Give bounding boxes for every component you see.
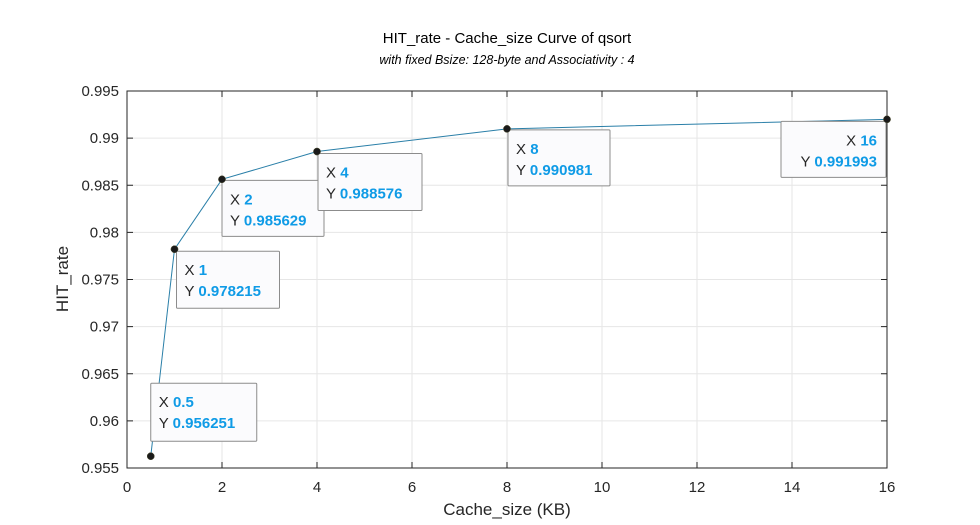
datatip-x-value: 4	[340, 165, 349, 182]
datatip-y-value: 0.990981	[530, 162, 593, 179]
datatip[interactable]: X 16 Y 0.991993	[780, 120, 887, 178]
y-tick-label: 0.96	[90, 413, 119, 430]
datatip-x-value: 1	[199, 262, 207, 279]
y-tick-label: 0.965	[81, 366, 119, 383]
datatip-x-row: X 2	[230, 191, 253, 208]
x-tick-label: 8	[503, 479, 511, 496]
chart-title: HIT_rate - Cache_size Curve of qsort	[383, 30, 632, 47]
data-point-marker	[218, 175, 226, 184]
y-tick-label: 0.98	[90, 224, 119, 241]
datatip-x-row: X 8	[516, 141, 539, 158]
series-line	[150, 118, 888, 457]
datatip-x-value: 0.5	[173, 394, 194, 411]
datatip-x-key: X	[516, 141, 530, 158]
x-tick-label: 16	[879, 479, 896, 496]
datatip-y-value: 0.978215	[198, 283, 261, 300]
datatip-y-value: 0.991993	[814, 153, 877, 170]
datatip-y-value: 0.956251	[173, 415, 236, 432]
datatip-x-row: X 16	[846, 132, 877, 149]
datatip[interactable]: X 0.5Y 0.956251	[150, 382, 258, 442]
data-point-marker	[503, 125, 511, 133]
x-tick-label: 12	[689, 479, 706, 496]
x-tick-label: 10	[594, 479, 611, 496]
datatip-y-key: Y	[516, 162, 530, 179]
datatip-box	[317, 153, 423, 212]
y-axis-label: HIT_rate	[53, 246, 72, 312]
datatip-x-value: 16	[860, 132, 877, 149]
chart-subtitle: with fixed Bsize: 128-byte and Associati…	[379, 53, 634, 67]
x-tick-label: 4	[313, 479, 321, 496]
datatip-y-value: 0.985629	[244, 212, 307, 229]
datatip-y-value: 0.988576	[340, 186, 403, 203]
datatip-y-key: Y	[801, 153, 815, 170]
y-tick-label: 0.99	[90, 130, 119, 147]
marker-overlay	[147, 115, 891, 460]
datatip-x-value: 8	[530, 141, 538, 158]
datatip-x-key: X	[326, 165, 340, 182]
datatip-x-key: X	[159, 394, 173, 411]
datatip-box	[780, 120, 887, 178]
datatip-x-row: X 4	[326, 165, 349, 182]
datatip-y-key: Y	[185, 283, 199, 300]
axes: 0 2 4 6 8 10 12 14 160.9550.960.9650.970.9750.98…	[81, 83, 895, 496]
datatip[interactable]: X 2Y 0.985629	[221, 179, 325, 237]
datatip-x-row: X 1	[185, 262, 208, 279]
x-tick-label: 6	[408, 479, 416, 496]
datatip-y-key: Y	[230, 212, 244, 229]
datatip-x-value: 2	[244, 191, 252, 208]
datatip-y-row: Y 0.988576	[326, 186, 402, 203]
datatip-y-row: Y 0.990981	[516, 162, 592, 179]
datatip-y-row: Y 0.991993	[801, 153, 877, 170]
datatip-box	[176, 250, 280, 309]
y-tick-label: 0.97	[90, 319, 119, 336]
y-tick-label: 0.995	[81, 83, 119, 100]
y-tick-label: 0.955	[81, 460, 119, 477]
datatip[interactable]: X 4Y 0.988576	[317, 153, 423, 212]
x-tick-label: 0	[123, 479, 131, 496]
datatip-y-key: Y	[326, 186, 340, 203]
x-tick-label: 14	[784, 479, 801, 496]
datatip-x-key: X	[846, 132, 860, 149]
data-point-marker	[147, 452, 155, 460]
datatip-x-key: X	[185, 262, 199, 279]
datatip-x-row: X 0.5	[159, 394, 194, 411]
datatip-y-key: Y	[159, 415, 173, 432]
datatip[interactable]: X 1Y 0.978215	[176, 250, 280, 309]
y-tick-label: 0.975	[81, 272, 119, 289]
data-point-marker	[170, 245, 179, 253]
data-point-marker	[313, 147, 321, 156]
data-point-marker	[883, 115, 891, 124]
y-tick-label: 0.985	[81, 177, 119, 194]
x-axis-label: Cache_size (KB)	[443, 500, 571, 519]
datatip-y-row: Y 0.985629	[230, 212, 306, 229]
datatip-y-row: Y 0.956251	[159, 415, 235, 432]
datatip[interactable]: X 8Y 0.990981	[507, 129, 611, 187]
datatip-x-key: X	[230, 191, 244, 208]
datatip-y-row: Y 0.978215	[185, 283, 261, 300]
datatip-box	[507, 129, 611, 187]
datatip-box	[150, 382, 258, 442]
x-tick-label: 2	[218, 479, 226, 496]
